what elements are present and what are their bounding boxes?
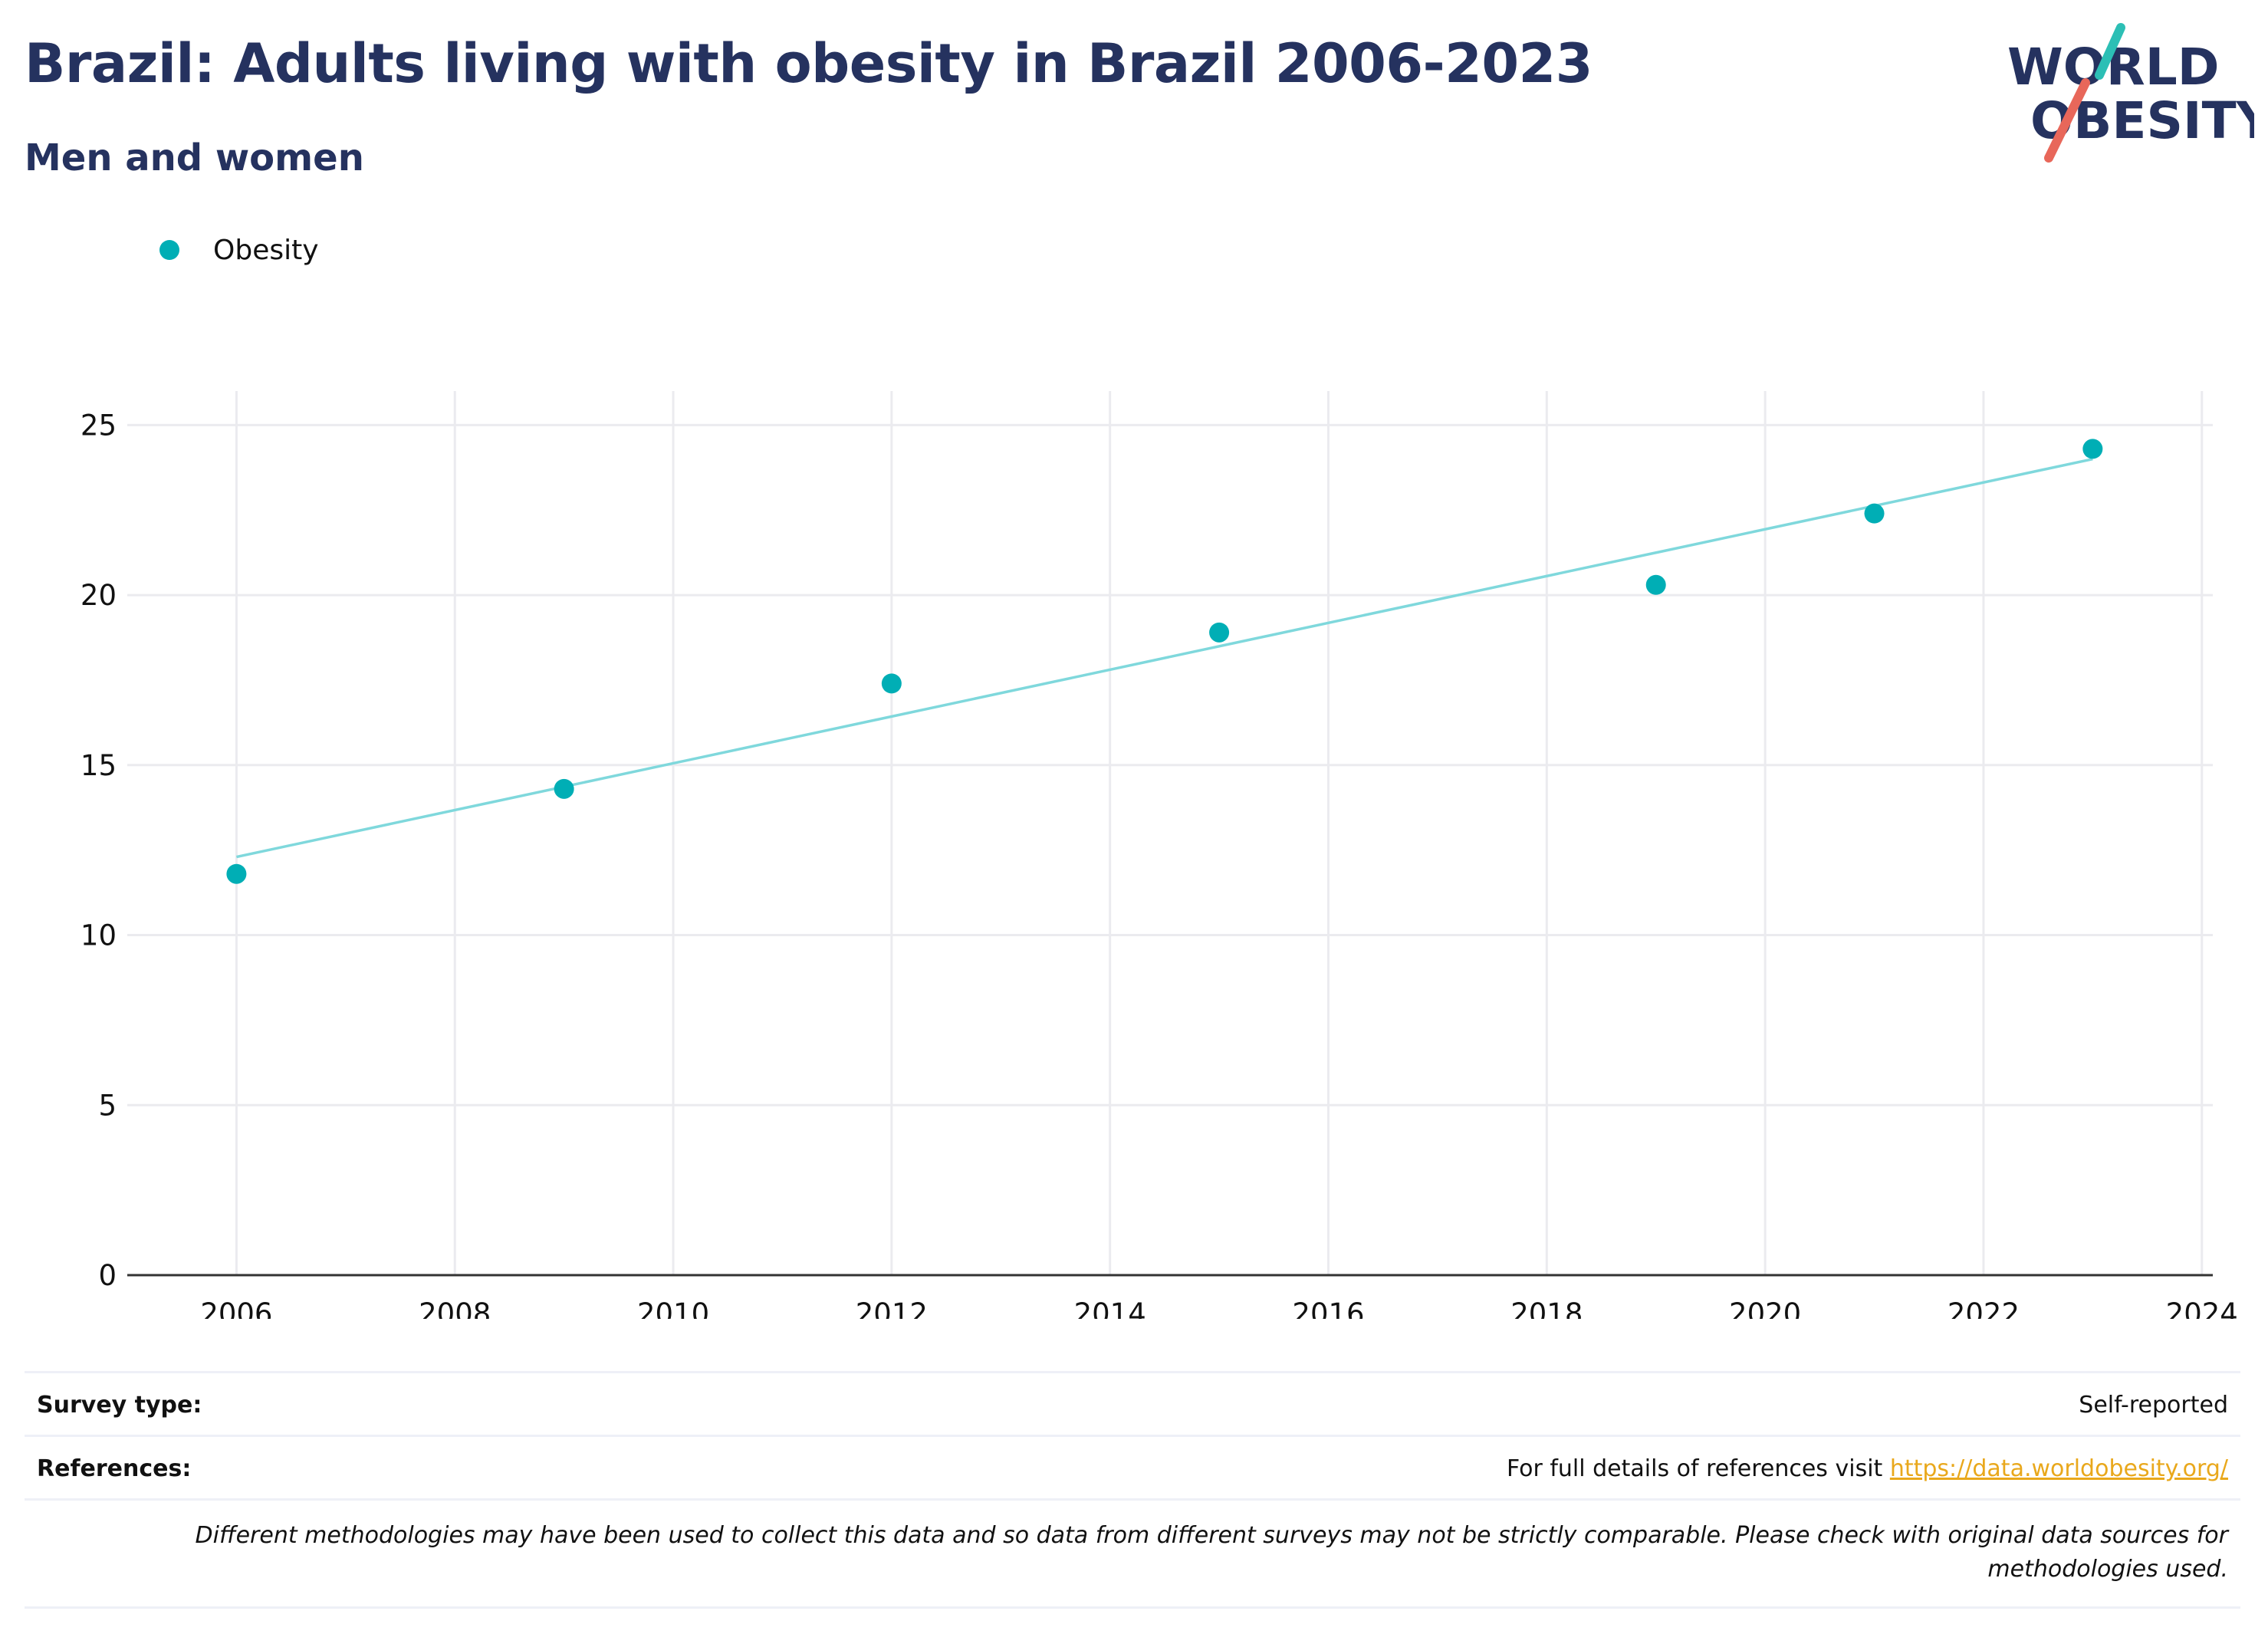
data-point-2006 — [226, 863, 247, 884]
survey-type-row: Survey type: Self-reported — [25, 1371, 2240, 1435]
data-point-2021 — [1864, 503, 1885, 524]
references-link[interactable]: https://data.worldobesity.org/ — [1889, 1455, 2228, 1482]
x-tick-label-2016: 2016 — [1292, 1297, 1364, 1319]
x-tick-label-2008: 2008 — [419, 1297, 491, 1319]
x-tick-label-2020: 2020 — [1729, 1297, 1801, 1319]
logo-teal-slash — [2095, 23, 2125, 80]
references-value: For full details of references visit htt… — [1507, 1455, 2228, 1482]
legend[interactable]: Obesity — [159, 228, 319, 271]
chart-subtitle: Men and women — [25, 136, 364, 179]
y-tick-label-5: 5 — [98, 1089, 117, 1122]
references-label: References: — [37, 1455, 192, 1482]
x-tick-label-2024: 2024 — [2166, 1297, 2238, 1319]
y-tick-label-10: 10 — [81, 919, 117, 952]
legend-label-obesity: Obesity — [213, 234, 319, 266]
chart-title: Brazil: Adults living with obesity in Br… — [25, 32, 1593, 95]
x-tick-label-2022: 2022 — [1948, 1297, 2020, 1319]
trend-line — [236, 457, 2093, 859]
world-obesity-logo: WORLD OBESITY — [2007, 23, 2254, 163]
survey-type-value: Self-reported — [2079, 1392, 2228, 1419]
methodology-note: Different methodologies may have been us… — [25, 1498, 2240, 1609]
references-text: For full details of references visit — [1506, 1455, 1890, 1482]
legend-marker — [159, 240, 179, 260]
references-row: References: For full details of referenc… — [25, 1435, 2240, 1498]
y-tick-label-15: 15 — [81, 749, 117, 782]
y-tick-label-0: 0 — [98, 1259, 117, 1292]
x-tick-label-2010: 2010 — [637, 1297, 709, 1319]
survey-type-label: Survey type: — [37, 1392, 202, 1419]
y-tick-label-20: 20 — [81, 579, 117, 612]
x-tick-label-2012: 2012 — [856, 1297, 928, 1319]
x-tick-label-2006: 2006 — [200, 1297, 272, 1319]
scatter-chart: 2006 2008 2010 2012 2014 2016 2018 2020 2022 2024… — [81, 391, 2238, 1319]
data-point-2009 — [554, 778, 574, 799]
data-point-2015 — [1209, 622, 1230, 643]
data-point-2012 — [881, 673, 902, 694]
x-tick-label-2014: 2014 — [1074, 1297, 1146, 1319]
y-tick-label-25: 25 — [81, 409, 117, 442]
logo-coral-slash — [2044, 78, 2090, 163]
x-tick-label-2018: 2018 — [1510, 1297, 1583, 1319]
data-point-2023 — [2082, 439, 2103, 459]
data-point-2019 — [1645, 574, 1666, 595]
chart-footer: Survey type: Self-reported References: F… — [25, 1371, 2240, 1609]
